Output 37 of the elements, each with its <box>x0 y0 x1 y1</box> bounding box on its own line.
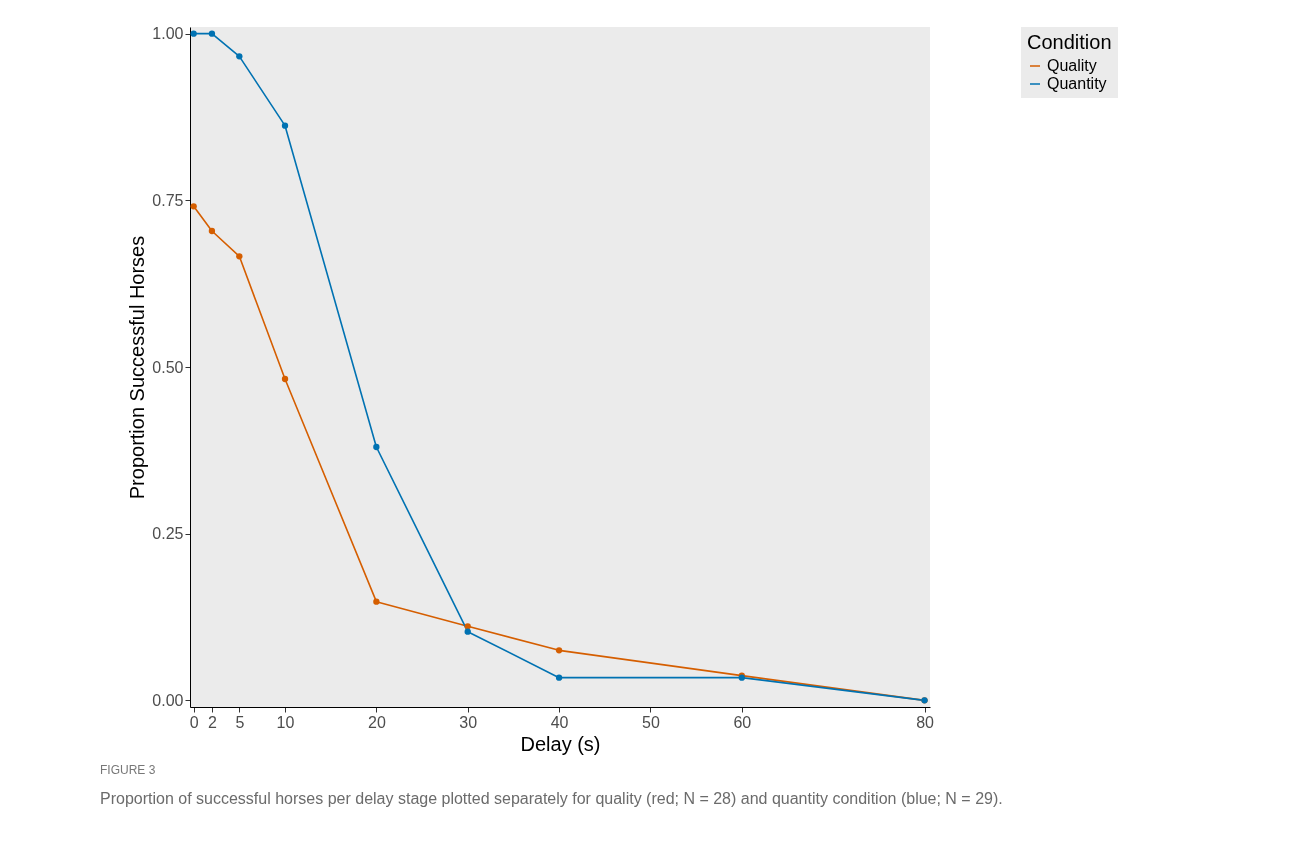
x-axis-title: Delay (s) <box>520 732 601 755</box>
point <box>464 623 471 630</box>
point <box>464 628 471 635</box>
point <box>281 375 289 383</box>
point <box>208 227 216 235</box>
line-series <box>190 30 928 704</box>
y-tick-label: 0.00 <box>152 691 184 709</box>
point <box>208 30 216 37</box>
y-tick-label: 0.75 <box>152 191 184 209</box>
x-tick-label: 40 <box>550 713 569 731</box>
text: Proportion of successful horses per delay stage plotted separately for quality (red; N = 28) and quantity condition (blue; N = 29). <box>100 790 1003 807</box>
legend-label: Quantity <box>1047 75 1107 92</box>
point <box>281 122 289 129</box>
x-tick-label: 80 <box>916 713 935 731</box>
point <box>555 674 563 681</box>
point <box>190 203 197 210</box>
x-tick-label: 0 <box>189 713 199 731</box>
x-tick-label: 10 <box>276 713 295 731</box>
y-tick-label: 1.00 <box>152 25 184 43</box>
point <box>373 598 380 605</box>
x-tick-label: 60 <box>733 713 752 731</box>
point <box>555 647 563 654</box>
point <box>236 253 243 260</box>
y-tick-label: 0.50 <box>152 358 184 376</box>
point <box>236 53 243 60</box>
x-tick-label: 20 <box>367 713 386 731</box>
point <box>373 443 380 451</box>
legend-label: Quality <box>1047 57 1097 74</box>
caption: FIGURE 3 <box>100 763 156 777</box>
point <box>190 30 197 37</box>
x-tick-label: 30 <box>459 713 478 731</box>
x-tick-label: 2 <box>207 713 217 731</box>
x-tick-label: 50 <box>642 713 660 731</box>
y-axis-title: Proportion Successful Horses <box>126 235 149 500</box>
y-tick-label: 0.25 <box>152 525 184 543</box>
x-tick-label: 5 <box>235 713 245 731</box>
legend-title: Condition <box>1027 31 1112 53</box>
